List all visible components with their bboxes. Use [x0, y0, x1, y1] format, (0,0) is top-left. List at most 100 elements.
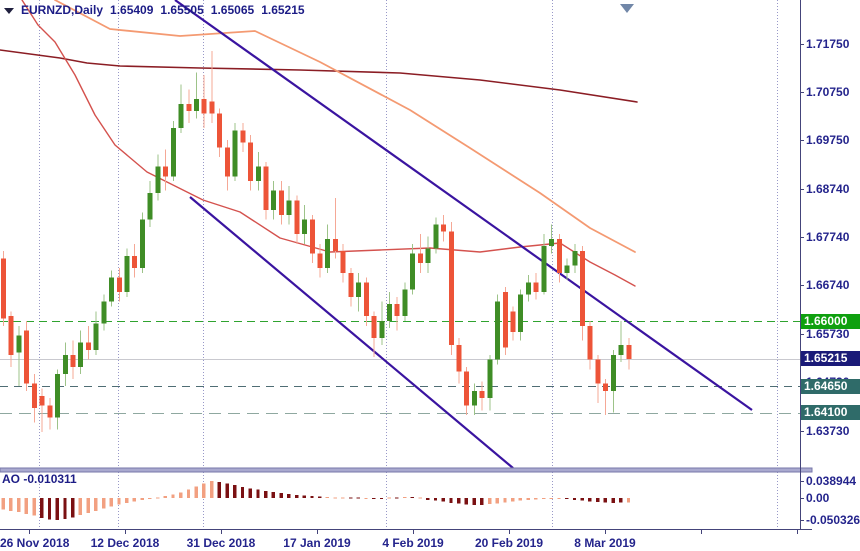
candle-body: [417, 253, 423, 264]
ao-histogram-bar: [24, 498, 29, 514]
ao-histogram-bar: [94, 498, 98, 511]
candle-body: [549, 238, 555, 247]
ao-histogram-bar: [626, 498, 631, 503]
candle-body: [16, 335, 22, 353]
ao-axis-label: 0.038944: [806, 473, 857, 488]
candle-body: [302, 219, 308, 235]
candle-body: [163, 166, 169, 177]
candle-body: [224, 147, 230, 177]
ao-histogram-bar: [132, 498, 137, 502]
ao-histogram-bar: [279, 493, 283, 498]
candle-body: [78, 342, 84, 367]
ao-histogram-bar: [155, 497, 160, 499]
ao-histogram-bar: [541, 498, 546, 499]
pane-separator[interactable]: [0, 467, 813, 473]
candle-body: [39, 395, 45, 406]
candle-body: [209, 101, 215, 114]
ao-histogram-bar: [310, 496, 314, 498]
trendline[interactable]: [174, 0, 753, 411]
candle-body: [255, 166, 261, 182]
date-axis-label: 12 Dec 2018: [90, 536, 160, 550]
ao-histogram-bar: [294, 494, 299, 498]
candle-body: [572, 251, 578, 266]
candle-body: [201, 99, 207, 114]
candle-body: [448, 231, 454, 346]
price-axis-label: 1.66740: [806, 278, 850, 293]
candle-body: [85, 342, 91, 350]
quote-close: 1.65215: [261, 3, 305, 17]
ao-histogram-bar: [240, 486, 245, 498]
candle-body: [626, 345, 632, 359]
ao-histogram-bar: [364, 497, 368, 499]
candle-body: [471, 390, 477, 406]
ao-histogram-bar: [40, 498, 44, 518]
candle-body: [487, 359, 493, 399]
ao-histogram-bar: [557, 498, 561, 499]
candle-body: [194, 99, 199, 112]
ao-histogram-bar: [456, 498, 461, 504]
candle-body: [402, 289, 408, 317]
candle-body: [93, 323, 99, 350]
ao-histogram-bar: [179, 492, 183, 498]
ao-histogram-bar: [248, 488, 252, 498]
ao-histogram-bar: [526, 498, 530, 500]
candle-body: [132, 255, 138, 268]
candle-body: [595, 359, 601, 384]
candle-body: [62, 354, 68, 375]
ao-histogram-bar: [271, 492, 276, 498]
chart-header: EURNZD,Daily 1.65409 1.65505 1.65065 1.65215: [4, 3, 305, 17]
date-axis-label: 8 Mar 2019: [574, 536, 636, 550]
ao-histogram-bar: [402, 497, 407, 499]
ao-histogram-bar: [86, 498, 90, 513]
quote-high: 1.65505: [160, 3, 204, 17]
ao-histogram-bar: [372, 498, 376, 499]
price-axis-label: 1.69750: [806, 133, 850, 148]
candle-body: [317, 253, 323, 268]
ao-histogram-bar: [1, 498, 5, 510]
candle-body: [24, 330, 30, 384]
date-axis-label: 4 Feb 2019: [382, 536, 444, 550]
ao-histogram-bar: [464, 498, 469, 505]
chart-shift-marker-icon[interactable]: [620, 4, 634, 13]
candle-body: [325, 238, 331, 268]
ao-histogram-bar: [356, 497, 361, 499]
ao-histogram-bar: [595, 498, 600, 502]
ao-histogram-bar: [426, 498, 430, 500]
candle-body: [278, 190, 284, 215]
date-axis-label: 17 Jan 2019: [283, 536, 351, 550]
ao-histogram-bar: [263, 490, 268, 498]
long-moving-average-line: [0, 49, 638, 103]
symbol-marker-icon[interactable]: [4, 8, 14, 14]
candle-body: [379, 321, 385, 338]
ao-axis-label: -0.050326: [806, 513, 860, 528]
candle-body: [394, 304, 400, 317]
candle-body: [564, 265, 570, 273]
ao-histogram-bar: [518, 498, 523, 501]
ao-histogram-bar: [125, 498, 129, 503]
date-axis-label: 20 Feb 2019: [474, 536, 544, 550]
ao-histogram-bar: [472, 498, 476, 506]
candle-body: [101, 301, 107, 324]
candle-body: [433, 224, 439, 249]
ao-histogram-bar: [325, 496, 330, 498]
ao-histogram-bar: [47, 498, 52, 520]
quote-open: 1.65409: [110, 3, 154, 17]
candle-body: [8, 316, 14, 355]
candle-body: [348, 272, 354, 297]
candle-body: [356, 282, 362, 297]
ao-histogram-bar: [433, 498, 438, 501]
trendline[interactable]: [189, 196, 514, 469]
ao-histogram-bar: [9, 498, 13, 511]
ao-histogram-bar: [117, 498, 121, 505]
ao-histogram-bar: [55, 498, 59, 521]
date-axis-label: 26 Nov 2018: [0, 536, 70, 550]
price-badge-green: 1.66000: [801, 313, 860, 329]
ao-histogram-bar: [534, 498, 538, 500]
ao-histogram-bar: [202, 483, 206, 498]
ao-histogram-bar: [209, 480, 214, 498]
candle-body: [587, 325, 593, 360]
ao-histogram-bar: [78, 498, 83, 516]
ao-histogram-bar: [225, 483, 229, 498]
